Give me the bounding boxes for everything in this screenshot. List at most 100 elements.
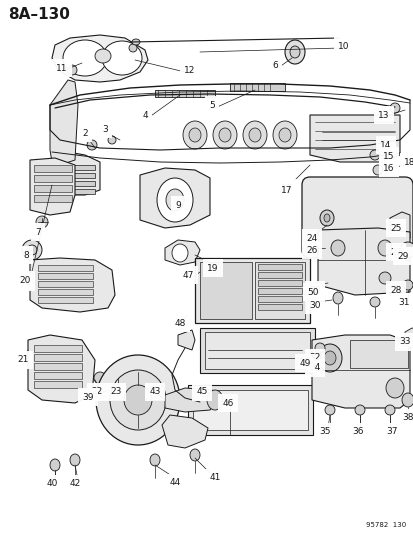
Ellipse shape [319, 210, 333, 226]
Text: 39: 39 [82, 392, 93, 401]
Ellipse shape [289, 46, 299, 58]
Ellipse shape [95, 49, 111, 63]
Text: 38: 38 [401, 414, 413, 423]
Text: 50: 50 [306, 287, 318, 296]
Text: 5: 5 [209, 101, 214, 109]
Text: 17: 17 [280, 183, 292, 192]
Polygon shape [161, 415, 207, 448]
Ellipse shape [314, 343, 324, 353]
Bar [349, 340, 407, 368]
Text: 15: 15 [382, 151, 394, 160]
Text: 11: 11 [56, 63, 68, 72]
Text: 18: 18 [403, 157, 413, 166]
Bar [257, 272, 301, 278]
Text: 10: 10 [337, 42, 349, 51]
Ellipse shape [384, 405, 394, 415]
Ellipse shape [206, 390, 223, 410]
Text: 34: 34 [309, 364, 320, 373]
Bar [38, 281, 93, 287]
Polygon shape [309, 115, 399, 162]
Bar [254, 262, 304, 319]
Ellipse shape [389, 103, 399, 113]
Polygon shape [50, 80, 78, 165]
Bar [199, 328, 314, 373]
Text: 32: 32 [309, 353, 320, 362]
Ellipse shape [108, 136, 116, 144]
Ellipse shape [330, 240, 344, 256]
Ellipse shape [380, 158, 388, 166]
Text: 19: 19 [207, 263, 218, 272]
Text: 16: 16 [382, 164, 394, 173]
Polygon shape [311, 335, 409, 408]
Ellipse shape [157, 178, 192, 222]
Bar [57, 165, 95, 170]
Bar [199, 262, 252, 319]
Bar [257, 304, 301, 310]
Ellipse shape [372, 165, 382, 175]
Ellipse shape [124, 385, 152, 415]
Text: 2: 2 [82, 128, 88, 138]
Bar [34, 381, 82, 388]
Polygon shape [52, 130, 100, 195]
Text: 14: 14 [380, 141, 391, 149]
Bar [257, 288, 301, 294]
Ellipse shape [272, 121, 296, 149]
Bar [204, 332, 309, 369]
Ellipse shape [132, 39, 140, 45]
Text: 21: 21 [17, 356, 28, 365]
Polygon shape [30, 158, 75, 215]
Ellipse shape [332, 292, 342, 304]
Ellipse shape [183, 121, 206, 149]
Ellipse shape [50, 459, 60, 471]
Ellipse shape [354, 405, 364, 415]
Bar [192, 390, 307, 430]
Text: 20: 20 [19, 276, 31, 285]
Ellipse shape [110, 370, 166, 430]
Bar [57, 181, 95, 186]
Ellipse shape [171, 244, 188, 262]
Polygon shape [140, 168, 209, 228]
Ellipse shape [22, 240, 42, 260]
Bar [57, 189, 95, 194]
Bar [34, 363, 82, 370]
Text: 42: 42 [69, 480, 81, 489]
Text: 30: 30 [309, 301, 320, 310]
Bar [257, 296, 301, 302]
Ellipse shape [218, 128, 230, 142]
Ellipse shape [70, 454, 80, 466]
Bar [57, 173, 95, 178]
Text: 37: 37 [385, 427, 397, 437]
Ellipse shape [212, 121, 236, 149]
Ellipse shape [284, 40, 304, 64]
Bar [230, 83, 284, 91]
Ellipse shape [323, 351, 335, 365]
Ellipse shape [96, 355, 180, 445]
Bar [34, 354, 82, 361]
Text: 28: 28 [309, 286, 320, 295]
Text: 36: 36 [351, 427, 363, 437]
Ellipse shape [399, 242, 413, 258]
Text: 26: 26 [306, 246, 317, 254]
Bar [38, 265, 93, 271]
Ellipse shape [150, 454, 159, 466]
Polygon shape [178, 330, 195, 350]
Text: 27: 27 [389, 247, 401, 256]
Ellipse shape [129, 44, 137, 52]
Text: 12: 12 [184, 66, 195, 75]
Text: 29: 29 [396, 252, 408, 261]
Bar [38, 273, 93, 279]
Polygon shape [404, 328, 413, 348]
Bar [34, 195, 72, 202]
Text: 13: 13 [377, 110, 389, 119]
Text: 8A–130: 8A–130 [8, 6, 70, 21]
Ellipse shape [190, 449, 199, 461]
Bar [38, 289, 93, 295]
Text: 22: 22 [91, 387, 102, 397]
Ellipse shape [377, 240, 391, 256]
Text: 17: 17 [280, 185, 292, 195]
Text: 45: 45 [196, 387, 207, 397]
Bar [34, 345, 82, 352]
Polygon shape [165, 388, 218, 412]
Text: 49: 49 [299, 359, 310, 367]
Text: 44: 44 [169, 479, 180, 488]
